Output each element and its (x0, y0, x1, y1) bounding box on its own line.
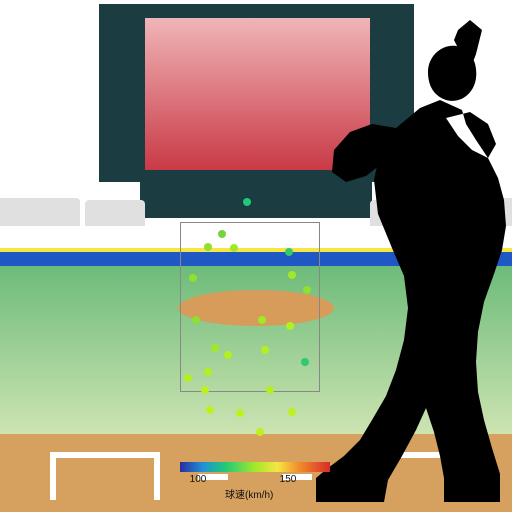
batters-box-line (154, 452, 160, 500)
pitch-dot (236, 409, 244, 417)
pitch-dot (303, 286, 311, 294)
batters-box-line (350, 452, 356, 500)
pitch-dot (204, 243, 212, 251)
batters-box-line (350, 452, 460, 458)
pitch-dot (218, 230, 226, 238)
pitch-dot (211, 344, 219, 352)
pitch-dot (266, 386, 274, 394)
legend-colorbar (180, 462, 330, 472)
pitch-dot (285, 248, 293, 256)
pitch-dot (301, 358, 309, 366)
pitch-dot (288, 408, 296, 416)
pitch-dot (230, 244, 238, 252)
pitch-dot (189, 274, 197, 282)
scoreboard-screen (145, 18, 370, 170)
pitch-dot (206, 406, 214, 414)
batters-box-line (454, 452, 460, 500)
stands-block (0, 198, 80, 226)
pitch-location-chart: 100 150 球速(km/h) (0, 0, 512, 512)
batters-box-line (50, 452, 160, 458)
pitch-dot (243, 198, 251, 206)
pitch-dot (288, 271, 296, 279)
legend-tick: 150 (280, 474, 297, 485)
pitch-dot (184, 374, 192, 382)
legend-tick: 100 (190, 474, 207, 485)
pitch-dot (224, 351, 232, 359)
pitch-dot (201, 386, 209, 394)
scoreboard-base (140, 182, 372, 218)
pitch-dot (261, 346, 269, 354)
pitch-dot (286, 322, 294, 330)
batters-box-line (50, 452, 56, 500)
pitch-dot (256, 428, 264, 436)
legend-label: 球速(km/h) (225, 486, 273, 501)
stands-block (435, 198, 512, 226)
pitch-dot (258, 316, 266, 324)
pitch-dot (204, 368, 212, 376)
stands-block (370, 200, 430, 226)
strike-zone (180, 222, 320, 392)
pitch-dot (192, 316, 200, 324)
stands-block (85, 200, 145, 226)
